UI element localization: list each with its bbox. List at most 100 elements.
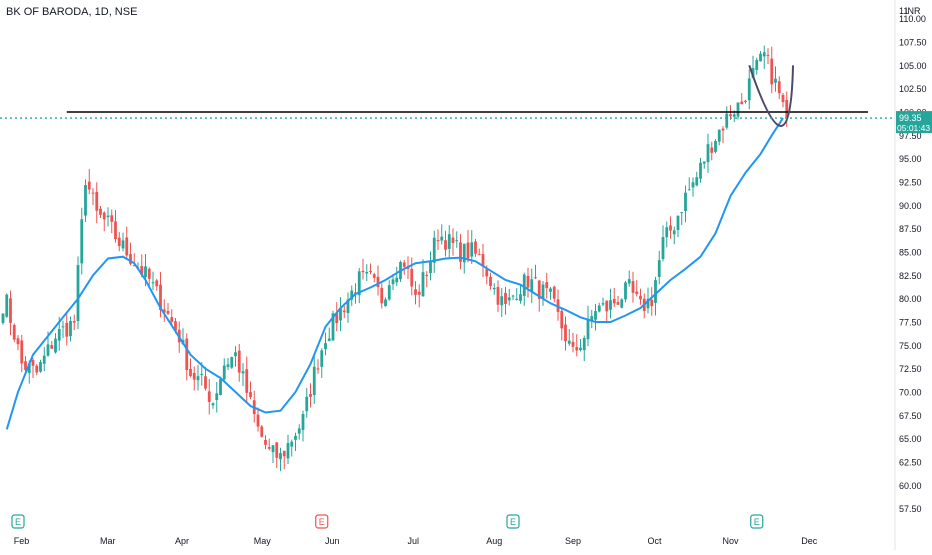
candle-body: [519, 294, 522, 301]
y-tick-label: 70.00: [899, 388, 922, 398]
candle-body: [564, 324, 567, 342]
candle-body: [462, 243, 466, 263]
candle-body: [342, 310, 346, 313]
candle-body: [245, 369, 249, 393]
candle-body: [387, 285, 391, 300]
y-tick-label: 102.50: [899, 84, 927, 94]
candle-body: [440, 236, 444, 241]
candle-body: [774, 78, 777, 83]
x-tick-label: Mar: [100, 536, 116, 546]
candle-body: [61, 326, 65, 328]
candle-body: [294, 435, 297, 440]
candle-body: [492, 288, 496, 290]
y-tick-label: 105.00: [899, 61, 927, 71]
candle-body: [616, 302, 620, 305]
candle-body: [590, 316, 594, 322]
candle-body: [297, 428, 301, 434]
candle-body: [339, 308, 342, 321]
candle-body: [567, 340, 571, 344]
candle-body: [110, 215, 114, 222]
candle-body: [267, 447, 271, 449]
earnings-marker-icon[interactable]: [315, 514, 329, 529]
candle-body: [219, 379, 222, 395]
chart-title: BK OF BARODA, 1D, NSE: [6, 6, 138, 18]
candle-body: [166, 310, 170, 314]
candle-body: [391, 279, 395, 285]
candle-body: [586, 318, 590, 340]
candle-body: [477, 254, 481, 256]
y-tick-label: 57.50: [899, 504, 922, 514]
candle-body: [429, 260, 432, 274]
candle-body: [526, 275, 530, 288]
candle-body: [31, 359, 35, 366]
candle-body: [290, 441, 294, 447]
candle-body: [729, 114, 732, 117]
candle-body: [87, 181, 91, 190]
candle-body: [496, 287, 500, 305]
candle-body: [597, 305, 601, 312]
candle-body: [99, 208, 102, 215]
candle-body: [721, 128, 725, 131]
candle-body: [361, 270, 365, 273]
candle-body: [414, 289, 417, 295]
earnings-marker-icon[interactable]: [750, 514, 764, 529]
candle-body: [627, 279, 631, 284]
candle-body: [170, 317, 174, 322]
candle-body: [695, 177, 699, 186]
candle-body: [50, 345, 54, 349]
candle-body: [189, 368, 192, 377]
candle-body: [425, 275, 429, 277]
candle-body: [481, 254, 485, 267]
candle-body: [312, 366, 316, 395]
candle-body: [740, 101, 744, 105]
candle-body: [27, 363, 31, 374]
candle-body: [534, 277, 537, 279]
candle-body: [680, 212, 684, 214]
candle-body: [706, 144, 710, 163]
y-tick-label: 97.50: [899, 131, 922, 141]
candle-body: [459, 242, 462, 262]
candle-body: [65, 322, 69, 337]
candle-body: [39, 362, 42, 372]
candle-body: [16, 338, 20, 345]
earnings-marker-icon[interactable]: [11, 514, 25, 529]
candle-body: [605, 300, 609, 312]
x-tick-label: Dec: [801, 536, 818, 546]
candle-body: [747, 78, 751, 101]
candle-body: [80, 219, 84, 264]
earnings-marker-label: E: [319, 517, 325, 527]
x-tick-label: Oct: [648, 536, 663, 546]
candle-body: [102, 212, 106, 220]
candle-body: [650, 299, 654, 307]
candle-body: [320, 350, 324, 367]
y-tick-label: 72.50: [899, 364, 922, 374]
candle-body: [76, 265, 80, 322]
candle-body: [657, 260, 661, 277]
candle-body: [444, 240, 447, 250]
candle-body: [624, 282, 627, 300]
candle-body: [575, 347, 579, 351]
candle-body: [410, 268, 414, 287]
candle-body: [204, 376, 207, 389]
candle-body: [639, 295, 642, 300]
candle-body: [230, 357, 234, 368]
candle-body: [132, 265, 136, 267]
y-tick-label: 87.50: [899, 224, 922, 234]
candle-body: [327, 338, 331, 341]
drawn-curve[interactable]: [748, 65, 794, 128]
y-tick-label: 92.50: [899, 178, 922, 188]
candle-body: [669, 225, 672, 231]
candle-body: [384, 299, 387, 307]
earnings-marker-icon[interactable]: [506, 514, 520, 529]
candle-body: [770, 58, 774, 85]
candle-body: [365, 271, 369, 274]
candle-body: [42, 355, 46, 364]
y-tick-label: 80.00: [899, 294, 922, 304]
candle-body: [560, 310, 564, 329]
candle-body: [305, 396, 309, 412]
candle-body: [249, 392, 252, 397]
candle-body: [192, 372, 196, 380]
candle-body: [432, 237, 436, 263]
candle-body: [511, 295, 515, 297]
